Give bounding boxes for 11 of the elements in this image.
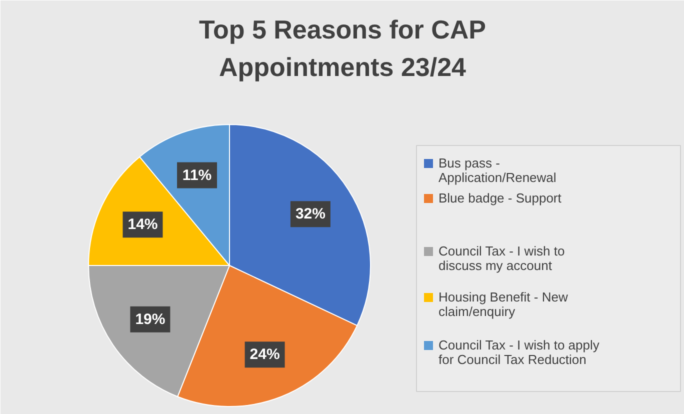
- legend-label: Council Tax - I wish to discuss my account: [438, 244, 565, 273]
- data-label: 14%: [128, 216, 158, 234]
- legend-label: Housing Benefit - New claim/enquiry: [438, 290, 568, 319]
- data-label: 32%: [295, 206, 326, 223]
- legend-label: Blue badge - Support: [438, 190, 562, 206]
- data-label: 19%: [135, 310, 166, 328]
- chart-title: Top 5 Reasons for CAP Appointments 23/24: [199, 14, 486, 82]
- data-label: 24%: [250, 346, 280, 364]
- data-label: 11%: [182, 166, 212, 184]
- legend-label: Council Tax - I wish to apply for Council Tax Reduction: [438, 338, 600, 367]
- legend-label: Bus pass - Application/Renewal: [438, 156, 556, 185]
